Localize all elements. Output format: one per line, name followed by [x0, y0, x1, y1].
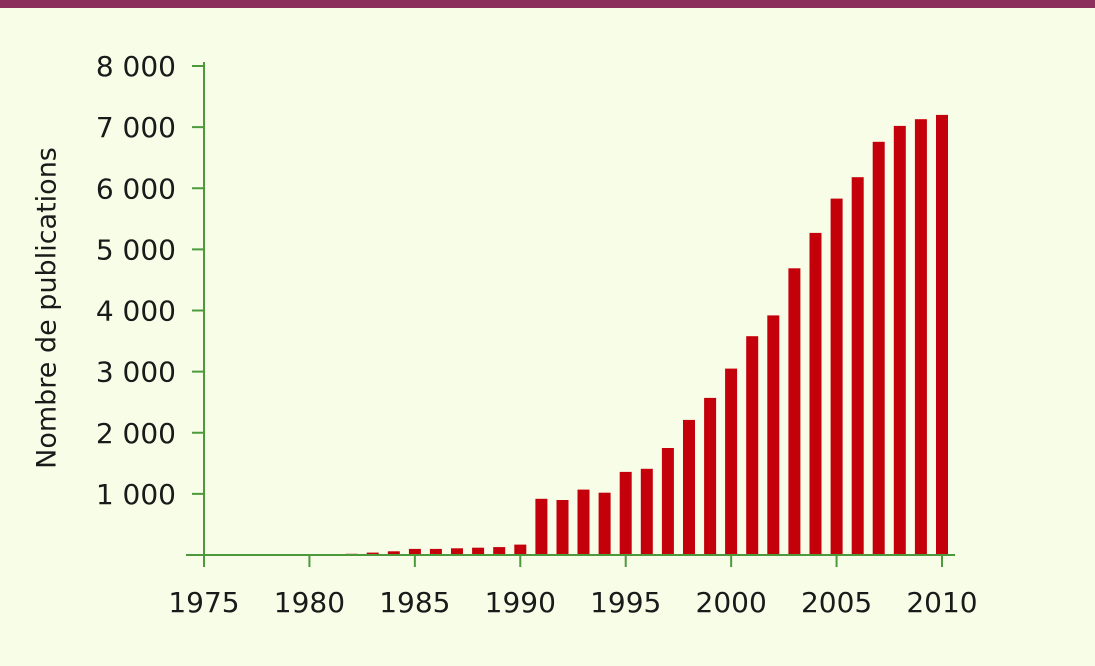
bar-1999 — [704, 397, 717, 555]
bar-1996 — [640, 468, 653, 555]
bar-1994 — [598, 492, 611, 555]
bar-1989 — [493, 547, 506, 555]
x-tick-label: 1975 — [168, 586, 239, 619]
bar-2008 — [893, 125, 906, 556]
x-tick-label: 1995 — [590, 586, 661, 619]
bar-1987 — [451, 548, 463, 555]
top-border-band — [0, 0, 1095, 8]
bar-1991 — [535, 498, 548, 555]
y-tick-label: 5 000 — [96, 233, 176, 266]
y-tick-label: 7 000 — [96, 111, 176, 144]
x-tick-label: 2010 — [906, 586, 977, 619]
bar-2009 — [914, 119, 927, 555]
y-tick-label: 8 000 — [96, 50, 176, 83]
bar-1985 — [408, 548, 421, 555]
bar-1990 — [514, 544, 527, 555]
x-tick-label: 1985 — [379, 586, 450, 619]
bar-2005 — [830, 198, 843, 555]
bar-1997 — [661, 448, 674, 555]
x-tick-label: 1980 — [274, 586, 345, 619]
bar-2006 — [851, 177, 864, 555]
bar-2010 — [936, 114, 948, 556]
bar-1988 — [472, 547, 485, 555]
y-tick-label: 1 000 — [96, 478, 176, 511]
bar-1986 — [429, 548, 442, 555]
bar-2002 — [767, 315, 780, 555]
bar-2000 — [725, 368, 738, 555]
bar-1998 — [683, 419, 695, 555]
y-tick-label: 2 000 — [96, 417, 176, 450]
bar-2001 — [746, 336, 759, 555]
x-tick-label: 2000 — [696, 586, 767, 619]
bar-2007 — [872, 141, 885, 556]
y-tick-label: 3 000 — [96, 356, 176, 389]
y-tick-label: 6 000 — [96, 172, 176, 205]
x-tick-label: 1990 — [485, 586, 556, 619]
bar-1983 — [366, 552, 379, 555]
y-tick-label: 4 000 — [96, 295, 176, 328]
bar-2003 — [788, 268, 801, 555]
bar-1992 — [556, 500, 569, 555]
bar-2004 — [809, 232, 822, 555]
bar-1995 — [619, 471, 632, 555]
bar-1984 — [387, 551, 400, 555]
bar-1993 — [577, 489, 590, 555]
x-tick-label: 2005 — [801, 586, 872, 619]
